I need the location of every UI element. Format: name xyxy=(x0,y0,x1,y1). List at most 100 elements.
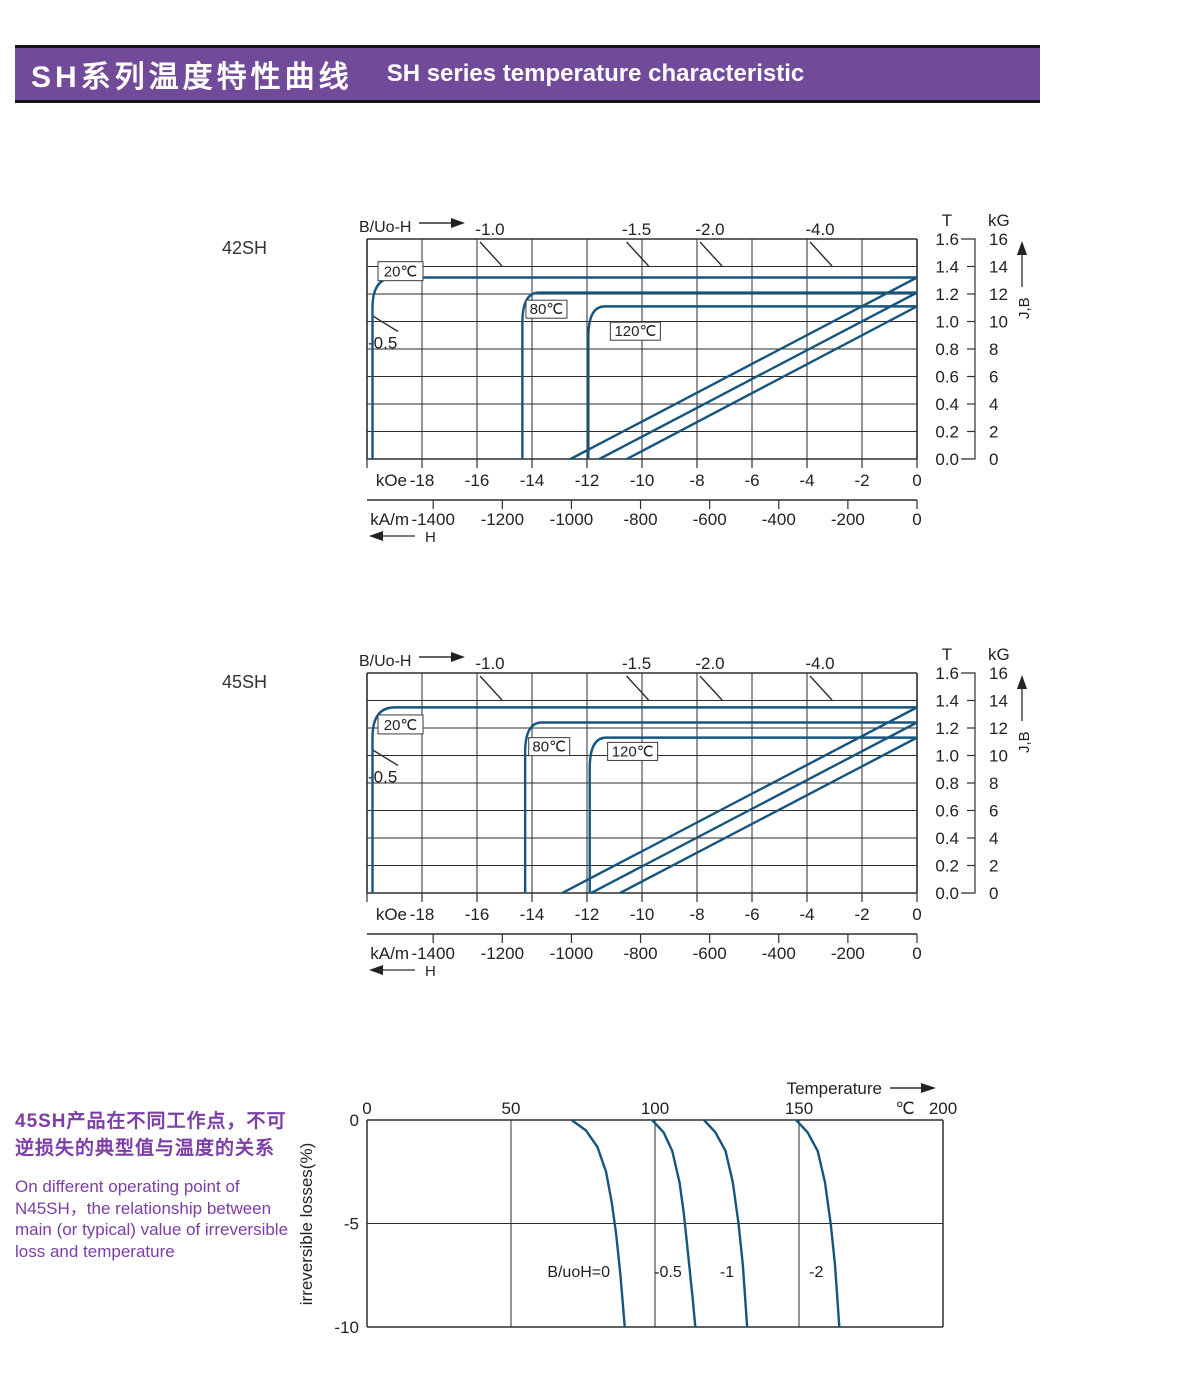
kam-tick-label: -1400 xyxy=(411,510,454,529)
koe-tick-label: -6 xyxy=(744,471,759,490)
t-tick-label: 0.6 xyxy=(935,368,959,387)
temp-label-box xyxy=(528,737,571,757)
koe-tick-label: -16 xyxy=(465,905,490,924)
page-title-en: SH series temperature characteristic xyxy=(386,60,805,87)
temp-tick-label: 100 xyxy=(641,1099,669,1118)
load-line-slash xyxy=(371,748,399,767)
loss-curve-label: -1 xyxy=(720,1264,734,1281)
up-arrow-icon xyxy=(1017,675,1027,689)
kam-tick-label: -800 xyxy=(624,944,658,963)
kg-tick-label: 16 xyxy=(989,230,1008,249)
koe-tick-label: -4 xyxy=(799,471,814,490)
loss-axis-title: irreversible losses(%) xyxy=(297,1143,316,1305)
t-tick-label: 1.0 xyxy=(935,313,959,332)
t-tick-label: 0.4 xyxy=(935,829,959,848)
t-header: T xyxy=(942,211,952,230)
load-line-label: -1.0 xyxy=(475,654,504,673)
koe-tick-label: -4 xyxy=(799,905,814,924)
temp-tick-label: 150 xyxy=(785,1099,813,1118)
jb-label: J,B xyxy=(1016,297,1033,319)
b-curve-80℃ xyxy=(590,721,918,895)
side-note-zh: 45SH产品在不同工作点，不可 逆损失的典型值与温度的关系 xyxy=(15,1108,315,1162)
kam-tick-label: -400 xyxy=(762,510,796,529)
load-line-slash xyxy=(699,241,723,267)
b-curve-120℃ xyxy=(619,736,918,895)
loss-curve-label: -2 xyxy=(809,1264,823,1281)
chart-label-42sh: 42SH xyxy=(222,238,268,258)
t-tick-label: 0.8 xyxy=(935,340,959,359)
side-note-zh-line2: 逆损失的典型值与温度的关系 xyxy=(15,1138,276,1159)
koe-tick-label: 0 xyxy=(912,905,921,924)
temp-label-box xyxy=(609,321,661,341)
temp-label-box xyxy=(607,741,659,761)
kam-tick-label: -1400 xyxy=(411,944,454,963)
right-arrow-icon xyxy=(451,218,465,228)
koe-tick-label: -10 xyxy=(630,471,655,490)
kg-header: kG xyxy=(988,211,1010,230)
chart-label-45sh: 45SH xyxy=(222,672,268,692)
t-tick-label: 0.0 xyxy=(935,450,959,469)
loss-curve-label: B/uoH=0 xyxy=(547,1264,610,1281)
kg-tick-label: 0 xyxy=(989,884,998,903)
t-tick-label: 1.2 xyxy=(935,719,959,738)
koe-tick-label: -8 xyxy=(689,905,704,924)
temp-tick-label: 200 xyxy=(929,1099,957,1118)
koe-tick-label: -2 xyxy=(854,905,869,924)
t-tick-label: 0.2 xyxy=(935,423,959,442)
loss-curve-0 xyxy=(570,1119,626,1328)
j-curve-80℃ xyxy=(521,291,917,459)
load-line-label: -4.0 xyxy=(805,220,834,239)
kam-tick-label: -800 xyxy=(624,510,658,529)
kg-tick-label: 10 xyxy=(989,313,1008,332)
kg-tick-label: 12 xyxy=(989,719,1008,738)
b-uoh-label: B/Uo-H xyxy=(359,653,411,670)
kg-tick-label: 6 xyxy=(989,368,998,387)
celsius-unit: ℃ xyxy=(895,1099,914,1118)
kg-tick-label: 4 xyxy=(989,395,998,414)
t-tick-label: 1.4 xyxy=(935,692,959,711)
load-line-label: -0.5 xyxy=(368,334,397,353)
kg-tick-label: 2 xyxy=(989,423,998,442)
side-note-en-line2: N45SH，the relationship between xyxy=(15,1198,272,1218)
load-line-label: -2.0 xyxy=(695,220,724,239)
t-header: T xyxy=(942,645,952,664)
kam-unit: kA/m xyxy=(370,944,409,963)
temp-tick-label: 50 xyxy=(502,1099,521,1118)
temp-label: 120℃ xyxy=(614,323,656,340)
kam-tick-label: 0 xyxy=(912,510,921,529)
koe-tick-label: -6 xyxy=(744,905,759,924)
j-curve-120℃ xyxy=(587,305,917,459)
koe-unit: kOe xyxy=(376,471,407,490)
temp-tick-label: 0 xyxy=(362,1099,371,1118)
b-uoh-label: B/Uo-H xyxy=(359,219,411,236)
temp-label: 80℃ xyxy=(530,301,564,318)
t-tick-label: 0.4 xyxy=(935,395,959,414)
kam-tick-label: -200 xyxy=(831,510,865,529)
grid xyxy=(366,672,918,894)
temp-label-box xyxy=(525,299,568,319)
koe-tick-label: -12 xyxy=(575,471,600,490)
load-line-slash xyxy=(626,241,650,267)
kam-tick-label: -600 xyxy=(693,510,727,529)
kg-tick-label: 8 xyxy=(989,340,998,359)
kam-tick-label: -400 xyxy=(762,944,796,963)
loss-curve-label: -0.5 xyxy=(654,1264,682,1281)
h-axis-label: H xyxy=(425,529,436,546)
t-tick-label: 1.4 xyxy=(935,258,959,277)
temp-label: 80℃ xyxy=(532,739,566,756)
b-curve-20℃ xyxy=(569,276,918,461)
kg-tick-label: 12 xyxy=(989,285,1008,304)
kam-unit: kA/m xyxy=(370,510,409,529)
kg-tick-label: 8 xyxy=(989,774,998,793)
kg-tick-label: 0 xyxy=(989,450,998,469)
h-axis-label: H xyxy=(425,963,436,980)
t-tick-label: 0.8 xyxy=(935,774,959,793)
kam-tick-label: -200 xyxy=(831,944,865,963)
right-arrow-icon xyxy=(921,1083,936,1093)
load-line-label: -4.0 xyxy=(805,654,834,673)
load-line-label: -1.5 xyxy=(622,654,651,673)
right-arrow-icon xyxy=(451,652,465,662)
